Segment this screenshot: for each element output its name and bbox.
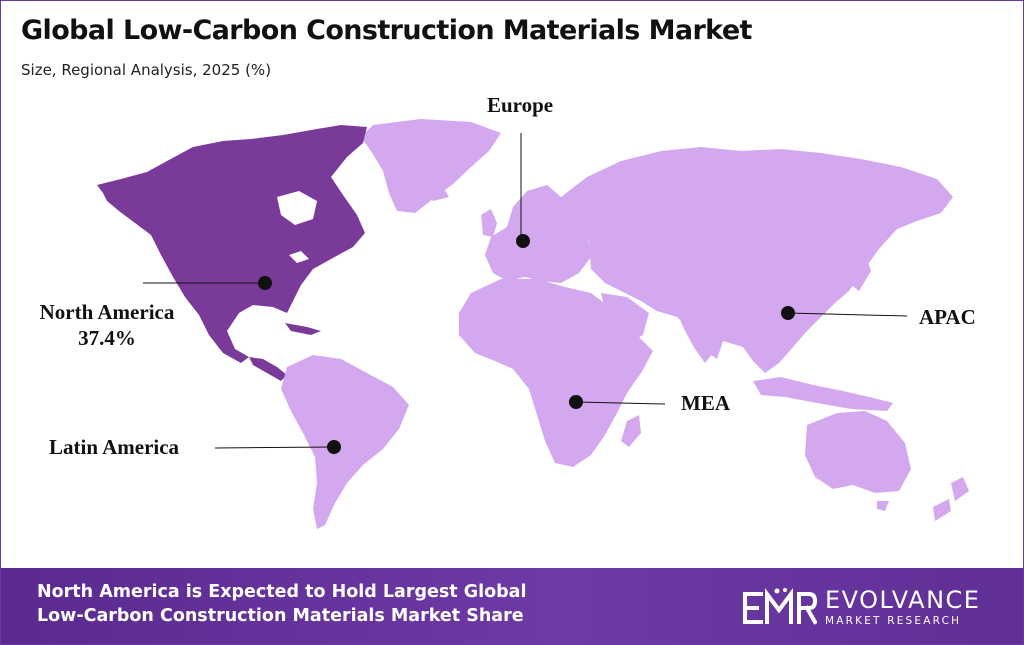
arctic-islands-shape — [251, 127, 353, 161]
mea-label: MEA — [681, 391, 730, 415]
africa-shape — [459, 279, 653, 467]
page-subtitle: Size, Regional Analysis, 2025 (%) — [21, 61, 272, 79]
company-logo: EVOLVANCE MARKET RESEARCH — [741, 586, 1001, 632]
apac-leader-line — [787, 312, 908, 317]
north-america-label: North America 37.4% — [27, 299, 187, 351]
latin-america-label: Latin America — [49, 435, 180, 459]
footer-headline: North America is Expected to Hold Larges… — [37, 580, 527, 628]
uk-shape — [481, 209, 497, 237]
hudson-bay — [277, 191, 317, 225]
central-america-shape — [249, 323, 321, 381]
north-america-shape — [97, 125, 367, 363]
mea-marker — [569, 395, 583, 409]
australia-shape — [805, 411, 911, 493]
north-america-name: North America — [39, 300, 175, 324]
logo-name: EVOLVANCE — [825, 586, 981, 614]
india-shape — [677, 313, 721, 363]
apac-marker — [781, 306, 795, 320]
footer-banner: North America is Expected to Hold Larges… — [1, 568, 1023, 644]
southeast-asia-islands-shape — [753, 377, 893, 411]
logo-subtitle: MARKET RESEARCH — [825, 615, 962, 627]
latin-america-leader-line — [214, 446, 334, 449]
footer-line-1: North America is Expected to Hold Larges… — [37, 582, 527, 602]
world-map — [97, 119, 969, 529]
greenland-shape — [361, 119, 501, 213]
mea-leader-line — [575, 401, 666, 405]
apac-label: APAC — [919, 305, 976, 329]
page-title: Global Low-Carbon Construction Materials… — [21, 15, 752, 46]
latin-america-marker — [327, 440, 341, 454]
new-zealand-shape — [933, 477, 969, 521]
europe-shape — [485, 185, 591, 283]
arabia-shape — [601, 293, 649, 347]
japan-shape — [849, 253, 871, 291]
footer-line-2: Low-Carbon Construction Materials Market… — [37, 606, 524, 626]
madagascar-shape — [621, 415, 641, 447]
north-america-marker — [258, 276, 272, 290]
iceland-shape — [425, 187, 449, 201]
asia-shape — [561, 147, 953, 373]
emr-logo-icon — [743, 588, 817, 625]
europe-label: Europe — [487, 93, 554, 117]
europe-marker — [516, 234, 530, 248]
great-lakes — [289, 251, 309, 263]
south-america-shape — [281, 355, 409, 529]
north-america-value: 37.4% — [78, 326, 136, 350]
tasmania-shape — [877, 501, 889, 511]
